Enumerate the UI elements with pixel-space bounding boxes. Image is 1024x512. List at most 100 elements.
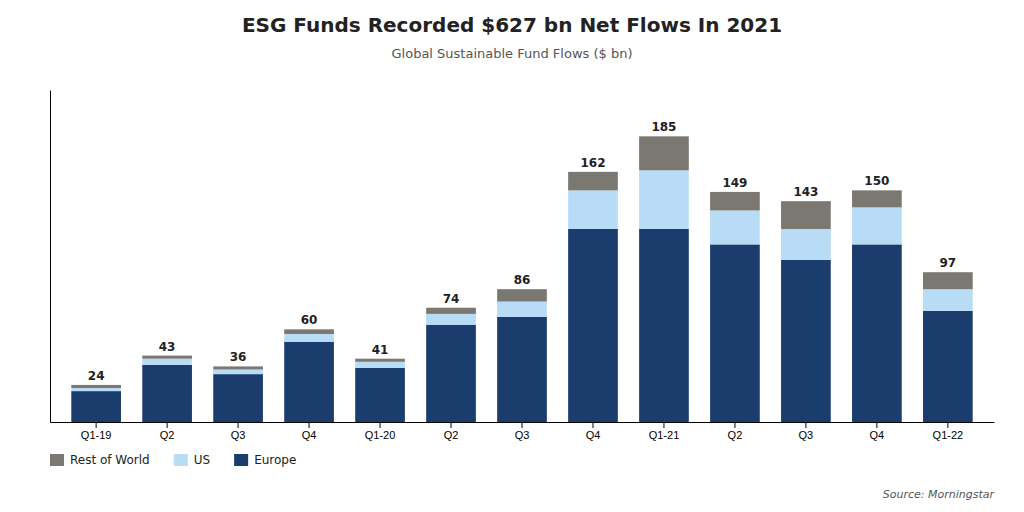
bar-segment xyxy=(568,172,618,191)
legend-label: Europe xyxy=(254,453,296,467)
bar-segment xyxy=(284,334,334,342)
bar-segment xyxy=(852,207,902,244)
x-axis: Q1-19 Q2 Q3 Q4 Q1-20 Q2 Q3 Q4 Q1-21 Q2 Q3 Q4 Q1-22 xyxy=(51,422,995,441)
chart: ESG Funds Recorded $627 bn Net Flows In … xyxy=(0,0,1024,512)
x-tick: Q1-21 xyxy=(649,422,680,441)
tick-mark xyxy=(876,422,877,428)
bar-segment xyxy=(923,289,973,311)
bar-segment xyxy=(639,170,689,229)
bar-segment xyxy=(142,359,192,365)
x-tick: Q1-20 xyxy=(365,422,396,441)
x-tick: Q2 xyxy=(728,422,743,441)
x-tick: Q4 xyxy=(586,422,601,441)
tick-mark xyxy=(734,422,735,428)
tick-label: Q3 xyxy=(231,429,246,441)
tick-label: Q1-21 xyxy=(649,429,680,441)
x-tick: Q3 xyxy=(231,422,246,441)
bar-segment xyxy=(71,385,121,388)
tick-label: Q4 xyxy=(586,429,601,441)
bar-segment xyxy=(71,388,121,391)
data-label: 162 xyxy=(580,156,605,170)
bar-segment xyxy=(710,192,760,211)
data-labels: 2443366041748616218514914315097 xyxy=(88,120,956,383)
bar-segment xyxy=(355,362,405,368)
bar-segment xyxy=(497,302,547,317)
tick-label: Q4 xyxy=(870,429,885,441)
bar-segment xyxy=(284,329,334,334)
x-tick: Q1-19 xyxy=(81,422,112,441)
x-tick: Q1-22 xyxy=(933,422,964,441)
bar-segment xyxy=(852,244,902,422)
bar-segment xyxy=(497,289,547,301)
data-label: 74 xyxy=(443,292,460,306)
data-label: 60 xyxy=(301,313,318,327)
x-tick: Q2 xyxy=(444,422,459,441)
legend: Rest of World US Europe xyxy=(50,453,296,467)
data-label: 43 xyxy=(159,340,176,354)
data-label: 185 xyxy=(651,120,676,134)
data-label: 150 xyxy=(864,174,889,188)
x-tick: Q4 xyxy=(870,422,885,441)
tick-mark xyxy=(805,422,806,428)
bar-segment xyxy=(213,366,263,369)
tick-label: Q2 xyxy=(728,429,743,441)
tick-mark xyxy=(309,422,310,428)
bar-segment xyxy=(142,365,192,422)
bar-segment xyxy=(355,359,405,362)
bar-segment xyxy=(852,190,902,207)
tick-mark xyxy=(451,422,452,428)
legend-swatch xyxy=(50,454,64,466)
legend-item: US xyxy=(174,453,210,467)
axis-line xyxy=(50,91,51,423)
bar-segment xyxy=(923,311,973,422)
legend-swatch xyxy=(234,454,248,466)
bar-segment xyxy=(639,229,689,422)
bar-segment xyxy=(568,190,618,229)
x-tick: Q3 xyxy=(799,422,814,441)
tick-mark xyxy=(96,422,97,428)
data-label: 97 xyxy=(940,256,957,270)
tick-mark xyxy=(663,422,664,428)
tick-label: Q3 xyxy=(799,429,814,441)
annotation: Source: Morningstar xyxy=(883,488,996,501)
bar-segment xyxy=(781,260,831,422)
bar-segment xyxy=(781,201,831,229)
bar-segment xyxy=(710,244,760,422)
subtitle: Global Sustainable Fund Flows ($ bn) xyxy=(392,46,633,61)
bars xyxy=(71,136,972,422)
x-tick: Q4 xyxy=(302,422,317,441)
tick-label: Q2 xyxy=(444,429,459,441)
tick-mark xyxy=(592,422,593,428)
tick-label: Q1-22 xyxy=(933,429,964,441)
bar-segment xyxy=(568,229,618,422)
legend-label: US xyxy=(194,453,210,467)
series xyxy=(71,170,972,391)
tick-mark xyxy=(947,422,948,428)
bar-segment xyxy=(355,368,405,422)
bar-segment xyxy=(426,314,476,325)
legend-swatch xyxy=(174,454,188,466)
bar-segment xyxy=(923,272,973,289)
bar-segment xyxy=(213,374,263,422)
legend-item: Europe xyxy=(234,453,296,467)
y-axis xyxy=(50,91,51,423)
tick-label: Q2 xyxy=(160,429,175,441)
data-label: 149 xyxy=(722,176,747,190)
data-label: 24 xyxy=(88,369,105,383)
x-tick: Q2 xyxy=(160,422,175,441)
bar-segment xyxy=(639,136,689,170)
x-tick: Q3 xyxy=(515,422,530,441)
bar-segment xyxy=(497,317,547,422)
tick-mark xyxy=(522,422,523,428)
bar-segment xyxy=(710,210,760,244)
bar-segment xyxy=(71,391,121,422)
data-label: 86 xyxy=(514,273,531,287)
bar-segment xyxy=(284,342,334,422)
title: ESG Funds Recorded $627 bn Net Flows In … xyxy=(242,13,782,37)
tick-label: Q3 xyxy=(515,429,530,441)
series xyxy=(71,229,972,422)
tick-mark xyxy=(238,422,239,428)
bar-segment xyxy=(426,325,476,422)
bar-segment xyxy=(781,229,831,260)
legend-label: Rest of World xyxy=(70,453,150,467)
